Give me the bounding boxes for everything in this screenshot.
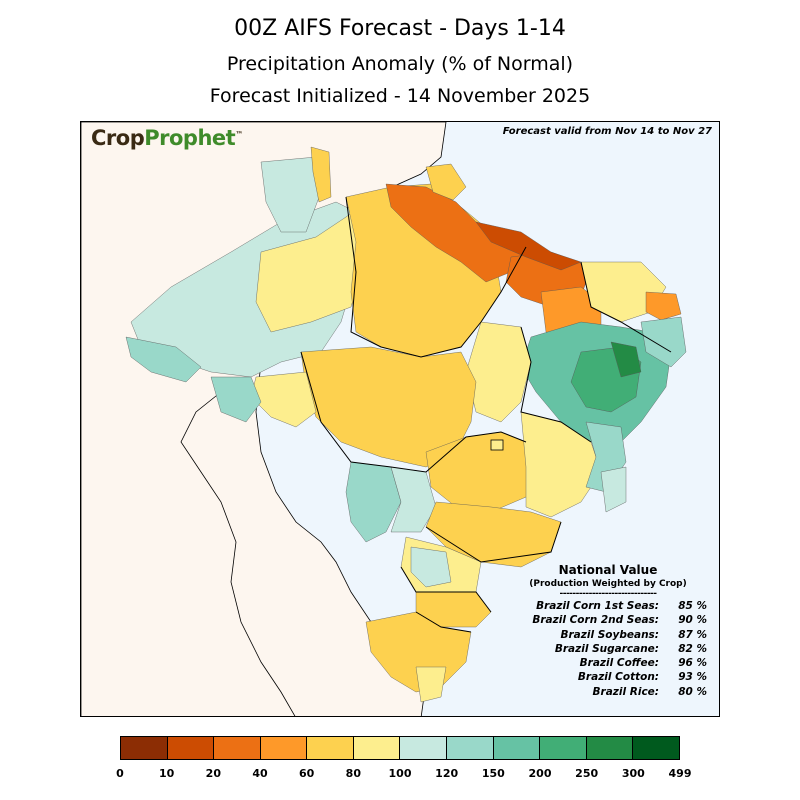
region-rondonia <box>210 376 262 423</box>
crop-label: Brazil Coffee: <box>579 657 659 670</box>
colorbar-segment <box>307 737 354 759</box>
brazil-anomaly-map <box>81 122 719 716</box>
colorbar-segment <box>633 737 679 759</box>
logo-trademark: ™ <box>235 130 243 139</box>
state-borders <box>300 196 672 633</box>
crop-value: 82 % <box>678 642 707 655</box>
crop-label: Brazil Cotton: <box>577 671 659 684</box>
colorbar-tick-label: 20 <box>205 767 221 780</box>
region-ne-coast <box>640 316 687 368</box>
region-sao-paulo <box>425 501 562 568</box>
chart-title: 00Z AIFS Forecast - Days 1-14 <box>234 16 566 41</box>
crop-value: 93 % <box>678 671 707 684</box>
list-item: Brazil Coffee: 96 % <box>509 656 707 670</box>
region-rs-south <box>415 666 447 703</box>
crop-value: 80 % <box>678 685 707 698</box>
brazil-regions <box>125 146 687 703</box>
crop-value: 96 % <box>678 657 707 670</box>
colorbar-segment <box>167 737 215 759</box>
logo-prophet-text: Prophet <box>144 126 236 150</box>
list-item: Brazil Corn 1st Seas: 85 % <box>509 599 707 613</box>
logo-crop-text: Crop <box>91 126 145 150</box>
region-maranhao-coast <box>475 221 582 271</box>
crop-value: 90 % <box>678 614 707 627</box>
colorbar <box>120 736 680 760</box>
federal-district <box>490 439 504 451</box>
crop-value: 85 % <box>678 600 707 612</box>
crop-label: Brazil Corn 1st Seas: <box>536 600 659 612</box>
region-rn-orange <box>645 291 682 321</box>
colorbar-tick-label: 200 <box>528 767 552 780</box>
list-item: Brazil Soybeans: 87 % <box>509 628 708 642</box>
region-roraima-north <box>310 146 332 203</box>
colorbar-tick-label: 150 <box>481 767 505 780</box>
colorbar-segment <box>353 737 401 759</box>
colorbar-tick-label: 80 <box>345 767 361 780</box>
national-value-rows: Brazil Corn 1st Seas: 85 % Brazil Corn 2n… <box>509 599 707 699</box>
crop-value: 87 % <box>678 628 707 641</box>
region-paraiba-green <box>610 341 642 378</box>
colorbar-tick-label: 250 <box>575 767 599 780</box>
colorbar-tick-label: 499 <box>668 767 692 780</box>
list-item: Brazil Corn 2nd Seas: 90 % <box>509 613 707 627</box>
region-parana-teal <box>410 546 452 588</box>
national-value-box: National Value (Production Weighted by C… <box>509 563 707 699</box>
cropprophet-logo: CropProphet™ <box>91 126 243 150</box>
list-item: Brazil Rice: 80 % <box>509 685 707 699</box>
colorbar-segment <box>493 737 541 759</box>
colorbar-tick-label: 40 <box>252 767 268 780</box>
list-item: Brazil Cotton: 93 % <box>509 670 707 684</box>
national-value-subtitle: (Production Weighted by Crop) <box>529 579 687 589</box>
colorbar-tick-label: 300 <box>621 767 645 780</box>
national-value-title: National Value <box>558 563 658 577</box>
crop-label: Brazil Rice: <box>592 685 659 698</box>
crop-label: Brazil Sugarcane: <box>554 642 659 655</box>
list-item: Brazil Sugarcane: 82 % <box>509 642 707 656</box>
colorbar-tick-label: 10 <box>159 767 175 780</box>
colorbar-segment <box>586 737 634 759</box>
colorbar-tick-label: 120 <box>435 767 459 780</box>
colorbar-segment <box>400 737 448 759</box>
forecast-init-date: Forecast Initialized - 14 November 2025 <box>209 85 591 107</box>
map-panel: CropProphet™ Forecast valid from Nov 14 … <box>80 121 720 717</box>
crop-label: Brazil Corn 2nd Seas: <box>532 614 659 627</box>
colorbar-segment <box>260 737 308 759</box>
forecast-valid-range: Forecast valid from Nov 14 to Nov 27 <box>502 126 712 137</box>
region-acre <box>125 336 202 383</box>
colorbar-segment <box>121 737 168 759</box>
crop-label: Brazil Soybeans: <box>560 628 660 641</box>
colorbar-segment <box>214 737 261 759</box>
national-value-separator: ------------------------------ <box>559 589 657 599</box>
region-espirito-santo <box>600 466 627 513</box>
coastline <box>180 391 296 716</box>
colorbar-tick-label: 0 <box>116 767 124 780</box>
chart-subtitle: Precipitation Anomaly (% of Normal) <box>226 53 574 75</box>
colorbar-segment <box>447 737 494 759</box>
region-amapa-top <box>425 163 467 201</box>
colorbar-tick-label: 100 <box>388 767 412 780</box>
colorbar-segment <box>540 737 587 759</box>
colorbar-tick-label: 60 <box>299 767 315 780</box>
